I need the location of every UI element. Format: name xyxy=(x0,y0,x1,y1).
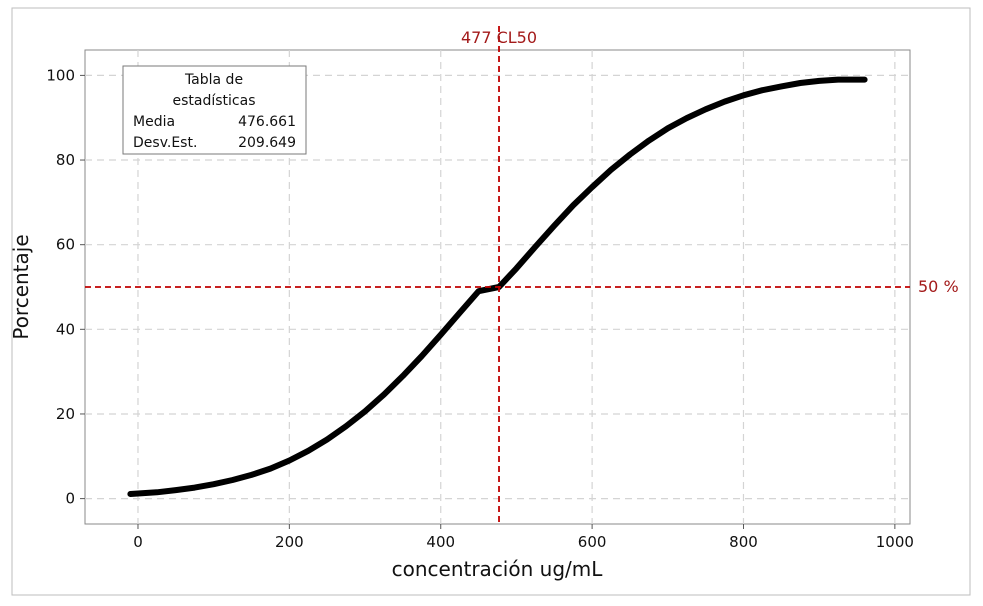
stats-row-label-media: Media xyxy=(133,114,175,130)
x-axis-title: concentración ug/mL xyxy=(392,557,604,581)
y-axis: 0 20 40 60 80 100 xyxy=(46,66,85,508)
stats-table-title-1: Tabla de xyxy=(184,72,243,88)
y-tick-label: 80 xyxy=(56,151,75,169)
x-tick-label: 600 xyxy=(578,533,607,551)
stats-row-value-media: 476.661 xyxy=(238,114,296,130)
y-tick-label: 100 xyxy=(46,66,75,84)
x-tick-label: 200 xyxy=(275,533,304,551)
reference-label-y: 50 % xyxy=(918,277,959,296)
stats-table: Tabla de estadísticas Media 476.661 Desv… xyxy=(122,65,307,155)
reference-lines: 477 CL50 50 % xyxy=(85,26,959,524)
stats-row-value-desvest: 209.649 xyxy=(238,135,296,151)
series-layer xyxy=(127,76,868,497)
y-tick-label: 40 xyxy=(56,320,75,338)
x-tick-label: 1000 xyxy=(876,533,914,551)
stats-table-box xyxy=(122,65,307,155)
x-axis: 0 200 400 600 800 1000 xyxy=(133,524,914,551)
x-tick-label: 400 xyxy=(426,533,455,551)
y-tick-label: 60 xyxy=(56,236,75,254)
series-line-0 xyxy=(127,76,868,497)
y-axis-title: Porcentaje xyxy=(9,234,33,339)
x-tick-label: 0 xyxy=(133,533,143,551)
stats-table-title-2: estadísticas xyxy=(173,93,256,109)
x-tick-label: 800 xyxy=(729,533,758,551)
y-tick-label: 20 xyxy=(56,405,75,423)
reference-label-x: 477 CL50 xyxy=(461,28,537,47)
y-tick-label: 0 xyxy=(65,490,75,508)
stats-row-label-desvest: Desv.Est. xyxy=(133,135,197,151)
